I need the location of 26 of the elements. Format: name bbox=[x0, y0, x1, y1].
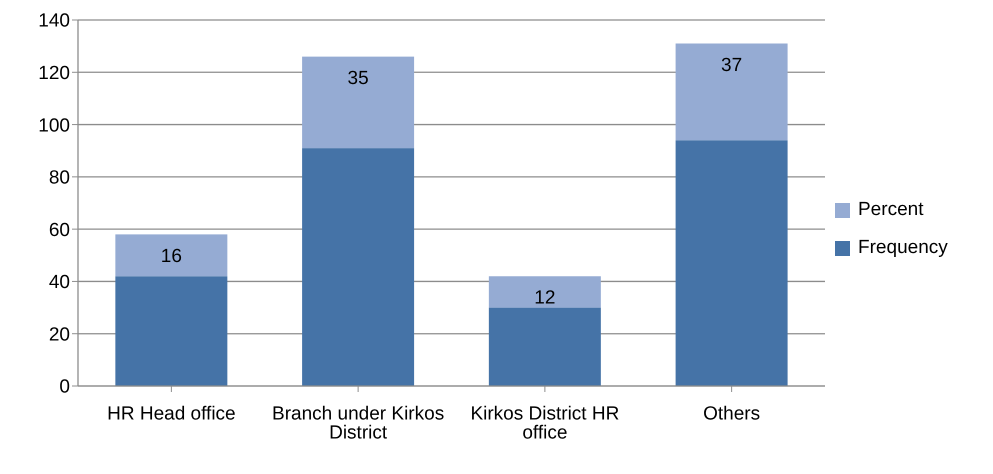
x-tick-label: HR Head office bbox=[107, 403, 236, 424]
y-tick-label: 20 bbox=[48, 324, 70, 346]
data-label: 16 bbox=[160, 246, 182, 267]
x-tick-label: Kirkos District HR office bbox=[470, 403, 620, 444]
data-label: 12 bbox=[534, 288, 556, 309]
bar bbox=[676, 140, 788, 386]
legend-label: Percent bbox=[858, 199, 924, 221]
bar bbox=[676, 44, 788, 140]
y-tick-label: 140 bbox=[38, 10, 70, 32]
x-tick-label: Others bbox=[703, 403, 760, 424]
bar bbox=[115, 234, 228, 276]
x-tick-label: Branch under Kirkos District bbox=[272, 403, 444, 444]
bar bbox=[302, 56, 414, 148]
y-tick-label: 60 bbox=[48, 220, 70, 241]
y-tick-label: 120 bbox=[38, 63, 70, 84]
y-tick-label: 100 bbox=[38, 115, 70, 136]
bar bbox=[488, 276, 601, 308]
data-label: 37 bbox=[721, 55, 742, 76]
y-tick-label: 80 bbox=[48, 168, 70, 189]
y-tick-label: 40 bbox=[48, 272, 70, 294]
data-label: 35 bbox=[348, 68, 369, 90]
legend-label: Frequency bbox=[858, 237, 948, 259]
y-tick-label: 0 bbox=[59, 376, 70, 398]
bar bbox=[302, 148, 414, 386]
bar bbox=[115, 276, 228, 386]
bar bbox=[488, 308, 601, 386]
